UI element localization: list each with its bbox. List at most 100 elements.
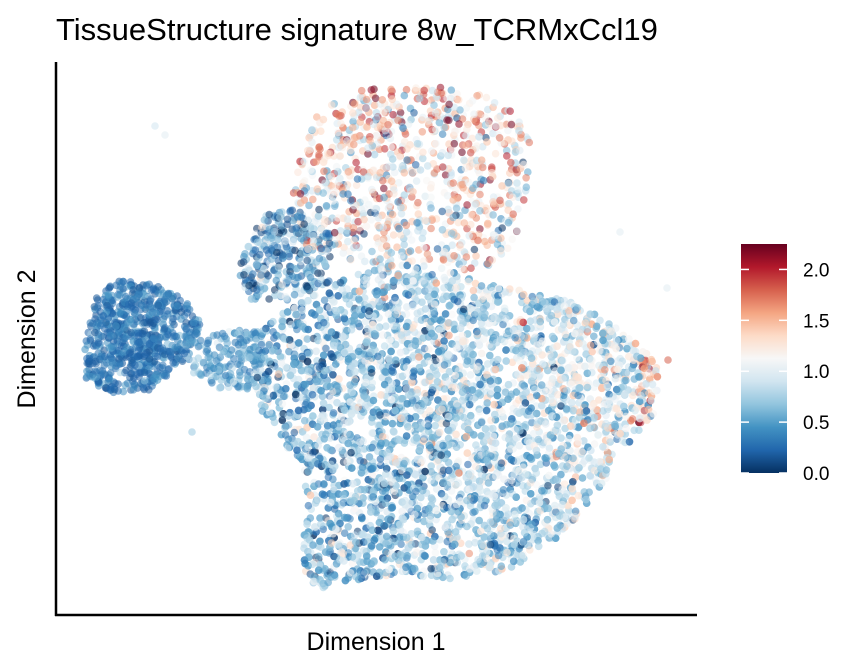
scatter-point: [407, 236, 416, 244]
scatter-point: [500, 304, 509, 313]
scatter-point: [380, 184, 388, 193]
scatter-point: [444, 151, 453, 160]
scatter-point: [328, 214, 337, 222]
scatter-point: [303, 423, 311, 432]
scatter-point: [344, 168, 353, 176]
scatter-point: [412, 177, 421, 185]
scatter-point: [412, 548, 421, 557]
scatter-point: [243, 383, 251, 392]
scatter-point: [404, 423, 412, 431]
scatter-point: [329, 371, 337, 379]
scatter-point: [593, 406, 601, 414]
scatter-point: [639, 348, 647, 356]
scatter-point: [448, 310, 456, 319]
scatter-point: [402, 85, 411, 94]
scatter-point: [482, 93, 491, 102]
scatter-point: [297, 257, 305, 266]
scatter-point: [469, 515, 478, 524]
scatter-point: [427, 193, 435, 202]
scatter-point: [503, 152, 511, 160]
scatter-point: [336, 152, 345, 160]
scatter-point: [441, 276, 450, 285]
scatter-point: [574, 491, 583, 500]
scatter-point: [514, 370, 522, 379]
scatter-point: [458, 148, 466, 157]
scatter-point: [325, 403, 333, 412]
scatter-point: [452, 430, 460, 439]
scatter-point: [575, 408, 584, 417]
scatter-point: [224, 383, 233, 392]
scatter-point: [322, 202, 331, 210]
scatter-point: [378, 96, 387, 104]
scatter-point: [346, 146, 355, 155]
scatter-point: [474, 236, 482, 245]
scatter-point: [306, 166, 315, 174]
scatter-point: [302, 433, 311, 442]
scatter-point: [417, 316, 426, 324]
scatter-point: [476, 207, 484, 215]
scatter-point: [319, 115, 328, 124]
scatter-point: [303, 146, 312, 155]
scatter-point: [507, 445, 515, 453]
scatter-point: [244, 265, 253, 273]
scatter-point: [489, 211, 497, 219]
scatter-point: [279, 251, 287, 259]
scatter-point: [418, 128, 427, 136]
scatter-point: [512, 493, 520, 502]
scatter-point: [92, 294, 101, 302]
scatter-point: [525, 138, 534, 147]
scatter-point: [404, 120, 413, 129]
scatter-point: [320, 167, 328, 176]
scatter-point: [312, 347, 320, 356]
scatter-point: [475, 169, 484, 177]
scatter-point: [498, 224, 507, 232]
scatter-point: [401, 130, 410, 138]
scatter-point: [382, 322, 390, 331]
scatter-point: [486, 351, 494, 360]
scatter-point: [368, 247, 376, 256]
scatter-point: [355, 295, 363, 303]
scatter-point: [349, 117, 357, 126]
scatter-point: [529, 429, 538, 438]
scatter-point: [289, 238, 297, 246]
scatter-point: [523, 341, 531, 349]
scatter-point: [448, 241, 457, 249]
scatter-point: [557, 402, 565, 410]
scatter-point: [628, 415, 637, 423]
scatter-point: [372, 109, 381, 117]
scatter-point: [339, 249, 348, 257]
scatter-point: [475, 477, 484, 485]
scatter-point: [419, 113, 427, 122]
scatter-point: [517, 298, 526, 307]
scatter-point: [441, 310, 450, 318]
scatter-point: [433, 165, 441, 173]
scatter-point: [288, 206, 297, 215]
scatter-point: [499, 320, 507, 329]
scatter-point: [234, 340, 243, 349]
scatter-point: [199, 358, 208, 367]
scatter-point: [421, 192, 430, 201]
scatter-point: [106, 283, 114, 292]
scatter-point: [480, 335, 488, 343]
scatter-point: [334, 128, 342, 137]
scatter-point: [414, 227, 422, 235]
scatter-point: [438, 149, 447, 157]
scatter-point: [568, 398, 576, 407]
scatter-point: [487, 416, 495, 425]
scatter-point: [327, 101, 336, 109]
scatter-point: [599, 407, 607, 415]
scatter-point: [305, 201, 313, 210]
scatter-point: [368, 185, 376, 194]
scatter-point: [464, 277, 473, 286]
scatter-point: [292, 224, 301, 232]
scatter-point: [629, 391, 637, 400]
scatter-point: [169, 314, 177, 323]
scatter-point: [374, 421, 383, 430]
scatter-point: [152, 309, 160, 318]
scatter-point: [508, 193, 517, 201]
scatter-point: [384, 204, 393, 212]
scatter-point: [394, 179, 403, 187]
scatter-point: [352, 158, 360, 167]
scatter-point: [367, 216, 376, 224]
scatter-point: [407, 540, 416, 549]
